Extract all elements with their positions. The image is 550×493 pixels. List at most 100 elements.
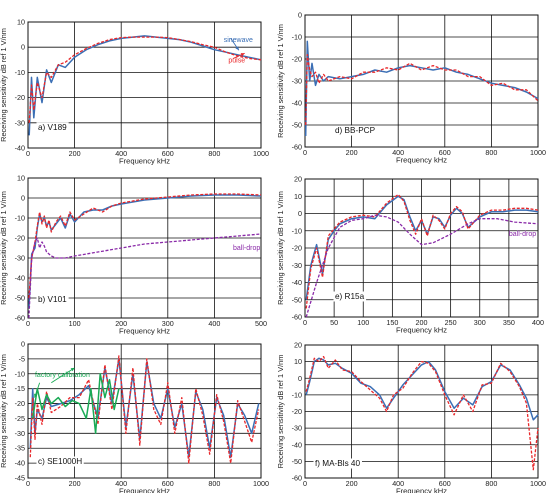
chart-panel-4: 0 200 400 600 800 1000 0 -10 -20 -30 -40 -50 -60 Freq… xyxy=(276,11,546,165)
x-tick-label: 50 xyxy=(330,318,338,327)
plot-frame xyxy=(304,178,539,318)
y-tick-label: -30 xyxy=(292,77,302,86)
y-tick-label: 10 xyxy=(294,192,302,201)
y-tick-label: -20 xyxy=(292,407,302,416)
y-tick-label: -20 xyxy=(15,93,25,102)
x-tick-label: 400 xyxy=(115,479,127,488)
series-line-sinewave xyxy=(304,40,539,137)
x-tick-label: 600 xyxy=(162,479,174,488)
annotation-label: ball-drop xyxy=(509,231,536,238)
y-tick-label: -40 xyxy=(292,440,302,449)
y-tick-label: 0 xyxy=(298,209,302,218)
annotation-arrow xyxy=(51,367,75,384)
panel-label-background xyxy=(333,125,378,136)
annotation-label: ball-drop xyxy=(233,245,260,252)
x-axis-label: Frequency kHz xyxy=(396,326,447,335)
y-tick-label: 0 xyxy=(21,194,25,203)
annotation-arrowhead xyxy=(70,367,75,372)
series-line-ball-drop xyxy=(28,233,262,319)
panel-label-background xyxy=(36,456,84,467)
y-tick-label: 10 xyxy=(17,18,25,27)
x-tick-label: 400 xyxy=(532,318,544,327)
chart-panel-6: 0 200 400 600 800 1000 20 10 0 -10 -20 -30 -40 -50 -60… xyxy=(276,341,546,493)
y-tick-label: -20 xyxy=(15,234,25,243)
x-tick-label: 200 xyxy=(69,479,81,488)
x-tick-label: 200 xyxy=(69,149,81,158)
y-tick-label: -25 xyxy=(15,414,25,423)
chart-panel-5: 0 50 100 150 200 250 300 350 40020100-10-20-30-4… xyxy=(276,175,544,335)
y-tick-label: -60 xyxy=(292,313,302,322)
annotation-label: sinewave xyxy=(224,37,253,44)
y-tick-label: -10 xyxy=(292,33,302,42)
x-axis-label: Frequency kHz xyxy=(396,156,447,165)
x-tick-label: 400 xyxy=(208,319,220,328)
series-line-pulse xyxy=(305,355,539,471)
y-tick-label: 0 xyxy=(298,11,302,20)
y-tick-label: -40 xyxy=(15,459,25,468)
plot-frame xyxy=(304,344,539,479)
y-tick-label: -30 xyxy=(15,118,25,127)
y-axis-label: Receiving sensitivity dB ref 1 V/nm xyxy=(0,354,8,468)
y-tick-label: -30 xyxy=(15,429,25,438)
series-line-ball-drop xyxy=(305,214,539,318)
y-tick-label: 0 xyxy=(21,340,25,349)
x-tick-label: 300 xyxy=(162,319,174,328)
x-tick-label: 250 xyxy=(445,318,457,327)
series-line-pulse xyxy=(28,193,262,299)
x-tick-label: 150 xyxy=(386,318,398,327)
series-line-pulse xyxy=(305,193,539,309)
y-tick-label: -20 xyxy=(292,244,302,253)
y-tick-label: -15 xyxy=(15,384,25,393)
plot-frame xyxy=(27,21,262,149)
chart-panel-2: 0 100 200 300 400 500100-10-20-30-40-50-60Fre… xyxy=(0,174,267,336)
x-axis-label: Frequency kHz xyxy=(119,327,170,336)
x-axis-label: Frequency kHz xyxy=(119,487,170,493)
y-tick-label: -35 xyxy=(15,444,25,453)
y-tick-label: -10 xyxy=(15,68,25,77)
x-tick-label: 800 xyxy=(485,479,497,488)
plot-frame xyxy=(27,177,262,319)
x-tick-label: 400 xyxy=(115,149,127,158)
y-tick-label: 10 xyxy=(17,174,25,183)
panel-label: a) V189 xyxy=(38,123,67,132)
x-tick-label: 350 xyxy=(503,318,515,327)
panel-label: f) MA-Bls 40 xyxy=(315,459,360,468)
y-tick-label: -60 xyxy=(292,474,302,483)
y-tick-label: -5 xyxy=(19,354,25,363)
y-tick-label: -50 xyxy=(292,295,302,304)
x-tick-label: 200 xyxy=(346,148,358,157)
x-tick-label: 200 xyxy=(416,318,428,327)
y-tick-label: -50 xyxy=(292,457,302,466)
x-tick-label: 300 xyxy=(474,318,486,327)
x-tick-label: 800 xyxy=(208,149,220,158)
panel-label-background xyxy=(36,294,69,305)
y-tick-label: -20 xyxy=(292,55,302,64)
x-tick-label: 1000 xyxy=(253,479,269,488)
y-tick-label: -40 xyxy=(292,99,302,108)
y-tick-label: -45 xyxy=(15,474,25,483)
y-tick-label: 20 xyxy=(294,341,302,350)
y-axis-label: Receiving sensitivity dB ref 1 V/nm xyxy=(276,191,285,305)
series-line-sinewave xyxy=(305,357,539,421)
x-tick-label: 200 xyxy=(346,479,358,488)
panel-label: c) SE1000H xyxy=(38,457,82,466)
y-tick-label: -10 xyxy=(292,226,302,235)
annotation-label: pulse xyxy=(228,57,245,64)
y-tick-label: -10 xyxy=(15,214,25,223)
x-tick-label: 800 xyxy=(485,148,497,157)
y-tick-label: -40 xyxy=(15,144,25,153)
y-tick-label: -30 xyxy=(15,254,25,263)
y-tick-label: -40 xyxy=(15,274,25,283)
y-axis-label: Receiving sensitivity dB ref 1 V/nm xyxy=(0,191,8,305)
x-tick-label: 800 xyxy=(208,479,220,488)
y-tick-label: -10 xyxy=(15,369,25,378)
panel-label: d) BB-PCP xyxy=(335,126,376,135)
y-tick-label: -60 xyxy=(15,314,25,323)
x-tick-label: 100 xyxy=(69,319,81,328)
x-tick-label: 400 xyxy=(392,479,404,488)
x-tick-label: 0 xyxy=(303,318,307,327)
series-line-pulse xyxy=(305,53,539,126)
y-tick-label: -50 xyxy=(292,121,302,130)
y-tick-label: -10 xyxy=(292,390,302,399)
